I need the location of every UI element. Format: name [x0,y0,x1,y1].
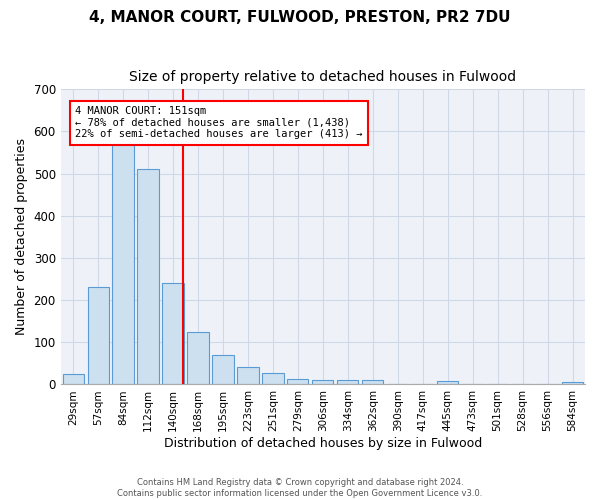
Bar [238,367,259,384]
Title: Size of property relative to detached houses in Fulwood: Size of property relative to detached ho… [129,70,517,84]
Y-axis label: Number of detached properties: Number of detached properties [15,138,28,336]
Bar [312,380,334,384]
Bar [287,378,308,384]
Bar [137,170,158,384]
Bar [212,355,233,384]
X-axis label: Distribution of detached houses by size in Fulwood: Distribution of detached houses by size … [164,437,482,450]
Bar [112,144,134,384]
Bar [437,381,458,384]
Bar [362,380,383,384]
Bar [88,288,109,384]
Text: 4, MANOR COURT, FULWOOD, PRESTON, PR2 7DU: 4, MANOR COURT, FULWOOD, PRESTON, PR2 7D… [89,10,511,25]
Bar [562,382,583,384]
Bar [163,284,184,384]
Bar [187,332,209,384]
Text: 4 MANOR COURT: 151sqm
← 78% of detached houses are smaller (1,438)
22% of semi-d: 4 MANOR COURT: 151sqm ← 78% of detached … [75,106,362,140]
Bar [262,373,284,384]
Bar [337,380,358,384]
Bar [62,374,84,384]
Text: Contains HM Land Registry data © Crown copyright and database right 2024.
Contai: Contains HM Land Registry data © Crown c… [118,478,482,498]
